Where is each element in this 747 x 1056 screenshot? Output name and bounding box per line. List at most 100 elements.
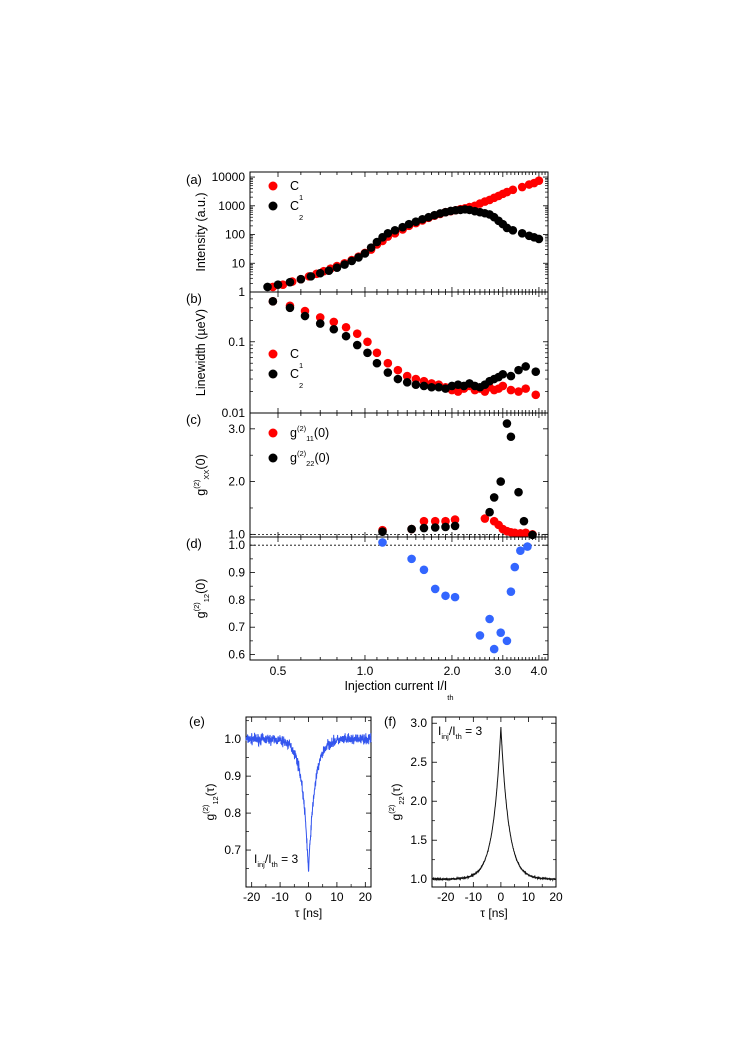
panel-label: (a) <box>186 172 202 187</box>
y-tick-label: 2.5 <box>410 755 427 769</box>
data-point <box>450 521 460 531</box>
data-point <box>434 382 444 392</box>
data-point <box>315 268 325 278</box>
data-point <box>489 493 499 502</box>
data-point <box>510 562 520 572</box>
data-point <box>340 260 349 269</box>
data-point <box>441 384 450 393</box>
data-point <box>419 516 429 526</box>
x-tick-label: 2.0 <box>444 664 461 678</box>
y-tick-label: 1.0 <box>228 527 245 541</box>
y-axis-label: g(2)22(τ) <box>387 784 406 821</box>
data-point <box>315 319 325 328</box>
panel-label: (f) <box>384 714 396 729</box>
legend-label: C2 <box>290 199 303 222</box>
x-axis-label: Injection current I/Ith <box>344 679 453 702</box>
data-point <box>502 636 512 646</box>
y-axis-label: Intensity (a.u.) <box>194 192 208 271</box>
x-tick-label: -20 <box>437 890 455 904</box>
y-axis-label: g(2)XX(0) <box>192 454 211 495</box>
y-tick-label: 0.8 <box>228 593 245 607</box>
data-point <box>332 263 342 273</box>
y-tick-label: 0.7 <box>228 620 245 634</box>
data-point <box>263 282 272 292</box>
y-tick-label: 1.5 <box>410 833 427 847</box>
x-tick-label: 1.0 <box>357 664 374 678</box>
data-point <box>341 322 351 332</box>
y-tick-label: 1.0 <box>224 732 241 746</box>
data-point <box>502 419 512 428</box>
x-tick-label: 10 <box>522 890 536 904</box>
data-point <box>475 631 485 640</box>
x-tick-label: -10 <box>271 890 289 904</box>
data-point <box>517 229 527 238</box>
y-tick-label: 1 <box>238 285 245 299</box>
annotation: Iinj/Ith = 3 <box>254 852 298 869</box>
data-point <box>315 313 325 322</box>
data-point <box>534 234 544 244</box>
data-point <box>360 249 370 258</box>
data-point <box>363 337 372 347</box>
data-point <box>419 565 429 575</box>
data-point <box>329 317 339 327</box>
data-point <box>480 514 490 523</box>
data-point <box>523 542 532 551</box>
data-point <box>411 217 421 226</box>
data-point <box>324 266 334 276</box>
y-tick-label: 10 <box>232 256 246 270</box>
data-point <box>506 371 516 381</box>
data-point <box>285 303 295 313</box>
y-tick-label: 0.1 <box>228 335 245 349</box>
data-point <box>285 277 295 287</box>
panel-f: (f) -20 -10 0 10 20 1.0 1.5 2.0 2.5 3.0 g(2)22(τ) τ … <box>384 714 563 920</box>
x-tick-label: 10 <box>330 890 344 904</box>
y-axis-label: g(2)12(0) <box>192 579 211 619</box>
panel-label: (c) <box>186 412 201 427</box>
data-point <box>407 554 416 564</box>
data-point <box>485 614 494 624</box>
data-point <box>508 226 518 235</box>
legend-marker <box>268 181 278 191</box>
legend-marker <box>268 201 278 211</box>
data-line <box>245 732 372 872</box>
data-line <box>431 726 557 882</box>
data-point <box>329 324 339 334</box>
x-tick-label: 4.0 <box>531 664 548 678</box>
legend-marker <box>268 369 278 379</box>
data-point <box>411 380 421 389</box>
y-tick-label: 0.7 <box>224 843 241 857</box>
plot-frame <box>431 716 557 888</box>
panel-d: (d) 0.5 1.0 2.0 3.0 4.0 0.6 0.7 0.8 0.9 1.0 g(2)12(… <box>186 536 549 702</box>
y-tick-label: 0.9 <box>228 566 245 580</box>
data-point <box>498 381 508 391</box>
data-point <box>531 367 541 377</box>
data-point <box>506 432 516 442</box>
data-point <box>347 256 357 266</box>
data-point <box>496 628 506 637</box>
data-point <box>419 381 429 391</box>
data-point <box>430 584 440 594</box>
data-point <box>506 385 516 395</box>
data-point <box>427 382 436 392</box>
data-point <box>372 358 382 368</box>
x-tick-label: -20 <box>243 890 261 904</box>
data-point <box>372 348 382 358</box>
data-point <box>378 538 387 547</box>
data-point <box>383 229 393 238</box>
data-point <box>306 272 316 281</box>
data-point <box>517 182 527 192</box>
y-tick-label: 1000 <box>218 199 245 213</box>
data-point <box>441 522 450 532</box>
data-point <box>519 516 529 526</box>
data-point <box>300 311 310 321</box>
x-axis-label: τ [ns] <box>480 906 507 920</box>
y-tick-label: 0.01 <box>222 406 246 420</box>
data-point <box>441 591 450 601</box>
legend-label: C2 <box>290 367 303 390</box>
plot-frame <box>249 536 549 661</box>
data-point <box>508 185 518 195</box>
y-tick-label: 0.9 <box>224 769 241 783</box>
data-point <box>514 487 523 497</box>
